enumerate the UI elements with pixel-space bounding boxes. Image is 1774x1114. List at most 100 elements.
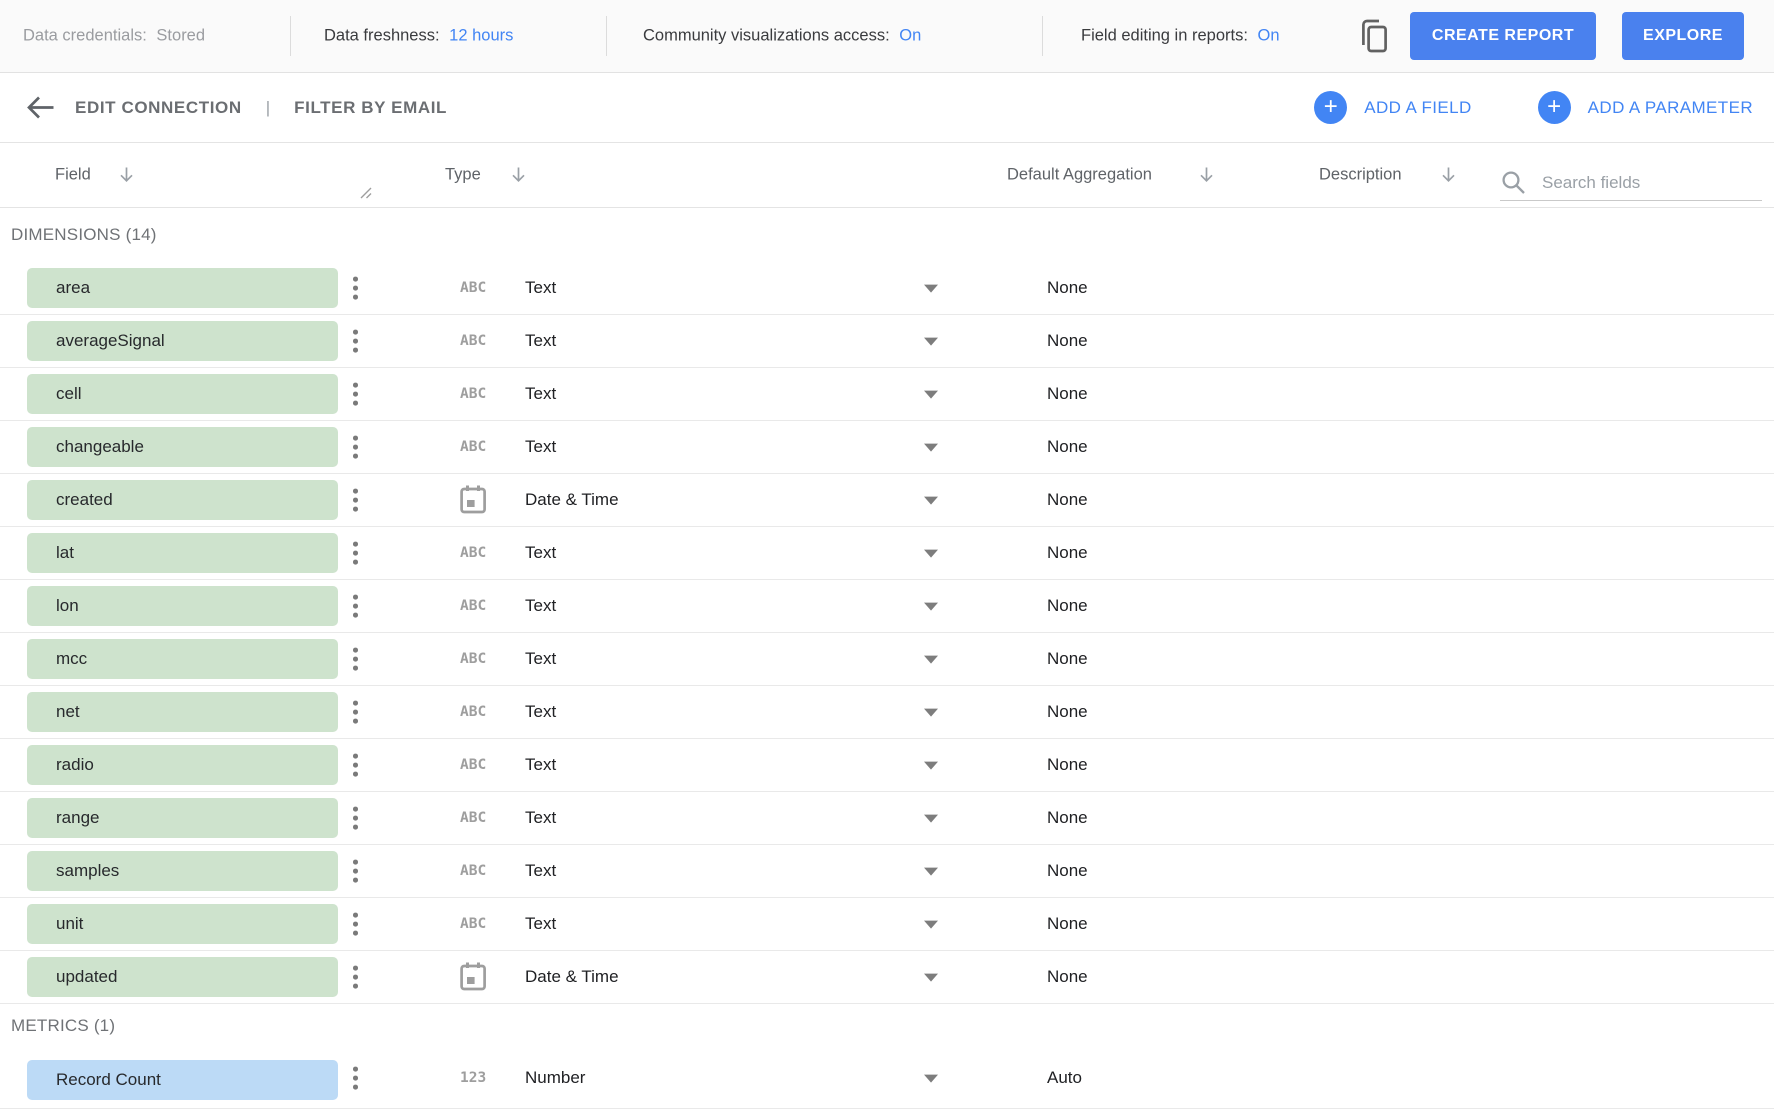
community-visualizations-value[interactable]: On: [899, 26, 922, 45]
more-options-icon[interactable]: [348, 590, 363, 623]
type-value[interactable]: Number: [525, 1068, 586, 1087]
type-dropdown-icon[interactable]: [924, 443, 938, 452]
field-chip[interactable]: cell: [27, 374, 338, 414]
field-chip[interactable]: created: [27, 480, 338, 520]
sort-down-icon[interactable]: [1198, 166, 1215, 185]
column-resize-handle-icon[interactable]: [356, 183, 372, 199]
field-chip[interactable]: samples: [27, 851, 338, 891]
column-header-field[interactable]: Field: [55, 165, 91, 184]
field-chip[interactable]: range: [27, 798, 338, 838]
aggregation-value[interactable]: None: [1047, 861, 1088, 880]
aggregation-value[interactable]: None: [1047, 702, 1088, 721]
aggregation-value[interactable]: None: [1047, 331, 1088, 350]
aggregation-value[interactable]: None: [1047, 967, 1088, 986]
type-dropdown-icon[interactable]: [924, 655, 938, 664]
more-options-icon[interactable]: [348, 908, 363, 941]
type-value[interactable]: Date & Time: [525, 967, 619, 986]
type-value[interactable]: Text: [525, 543, 557, 562]
type-value[interactable]: Text: [525, 914, 557, 933]
more-options-icon[interactable]: [348, 537, 363, 570]
aggregation-value[interactable]: None: [1047, 543, 1088, 562]
aggregation-value[interactable]: None: [1047, 437, 1088, 456]
more-options-icon[interactable]: [348, 643, 363, 676]
more-options-icon[interactable]: [348, 855, 363, 888]
type-dropdown-icon[interactable]: [924, 867, 938, 876]
type-dropdown-icon[interactable]: [924, 708, 938, 717]
more-options-icon[interactable]: [348, 325, 363, 358]
back-arrow-icon[interactable]: [24, 94, 55, 121]
type-value[interactable]: Text: [525, 437, 557, 456]
column-header-type[interactable]: Type: [445, 165, 481, 184]
more-options-icon[interactable]: [348, 484, 363, 517]
sort-down-icon[interactable]: [118, 166, 135, 185]
type-dropdown-icon[interactable]: [924, 602, 938, 611]
add-field-button[interactable]: + ADD A FIELD: [1314, 91, 1471, 124]
column-header-description[interactable]: Description: [1319, 165, 1402, 184]
type-value[interactable]: Text: [525, 278, 557, 297]
type-value[interactable]: Text: [525, 808, 557, 827]
type-value[interactable]: Text: [525, 596, 557, 615]
type-dropdown-icon[interactable]: [924, 1074, 938, 1083]
type-dropdown-icon[interactable]: [924, 920, 938, 929]
type-dropdown-icon[interactable]: [924, 973, 938, 982]
type-dropdown-icon[interactable]: [924, 549, 938, 558]
field-editing-value[interactable]: On: [1257, 26, 1280, 45]
field-chip[interactable]: lat: [27, 533, 338, 573]
copy-icon[interactable]: [1359, 17, 1389, 60]
more-options-icon[interactable]: [348, 1062, 363, 1095]
search-input[interactable]: [1540, 171, 1740, 194]
type-value[interactable]: Text: [525, 331, 557, 350]
field-chip[interactable]: area: [27, 268, 338, 308]
more-options-icon[interactable]: [348, 431, 363, 464]
type-dropdown-icon[interactable]: [924, 761, 938, 770]
type-dropdown-icon[interactable]: [924, 284, 938, 293]
aggregation-value[interactable]: None: [1047, 596, 1088, 615]
create-report-button[interactable]: CREATE REPORT: [1410, 12, 1596, 60]
add-parameter-button[interactable]: + ADD A PARAMETER: [1537, 91, 1753, 124]
more-options-icon[interactable]: [348, 749, 363, 782]
type-dropdown-icon[interactable]: [924, 390, 938, 399]
aggregation-value[interactable]: None: [1047, 649, 1088, 668]
aggregation-value[interactable]: None: [1047, 384, 1088, 403]
type-dropdown-icon[interactable]: [924, 337, 938, 346]
more-options-icon[interactable]: [348, 696, 363, 729]
field-chip[interactable]: averageSignal: [27, 321, 338, 361]
field-chip[interactable]: lon: [27, 586, 338, 626]
type-value[interactable]: Text: [525, 755, 557, 774]
field-chip[interactable]: changeable: [27, 427, 338, 467]
explore-button[interactable]: EXPLORE: [1622, 12, 1744, 60]
search-fields-box[interactable]: [1500, 165, 1762, 201]
community-visualizations-item[interactable]: Community visualizations access: On: [643, 27, 921, 46]
field-editing-item[interactable]: Field editing in reports: On: [1081, 27, 1280, 46]
more-options-icon[interactable]: [348, 802, 363, 835]
sort-down-icon[interactable]: [1440, 166, 1457, 185]
sort-down-icon[interactable]: [510, 166, 527, 185]
type-value[interactable]: Text: [525, 384, 557, 403]
field-chip[interactable]: radio: [27, 745, 338, 785]
type-dropdown-icon[interactable]: [924, 496, 938, 505]
aggregation-value[interactable]: Auto: [1047, 1068, 1082, 1087]
aggregation-value[interactable]: None: [1047, 490, 1088, 509]
type-value[interactable]: Text: [525, 861, 557, 880]
field-chip[interactable]: updated: [27, 957, 338, 997]
data-credentials-item[interactable]: Data credentials: Stored: [23, 27, 205, 46]
type-value[interactable]: Text: [525, 702, 557, 721]
field-chip[interactable]: mcc: [27, 639, 338, 679]
data-freshness-value[interactable]: 12 hours: [449, 26, 514, 45]
more-options-icon[interactable]: [348, 961, 363, 994]
edit-connection-button[interactable]: EDIT CONNECTION: [75, 97, 242, 117]
aggregation-value[interactable]: None: [1047, 808, 1088, 827]
aggregation-value[interactable]: None: [1047, 278, 1088, 297]
column-header-aggregation[interactable]: Default Aggregation: [1007, 165, 1152, 184]
type-value[interactable]: Date & Time: [525, 490, 619, 509]
filter-by-email-button[interactable]: FILTER BY EMAIL: [294, 97, 448, 117]
type-value[interactable]: Text: [525, 649, 557, 668]
more-options-icon[interactable]: [348, 272, 363, 305]
data-freshness-item[interactable]: Data freshness: 12 hours: [324, 27, 513, 46]
more-options-icon[interactable]: [348, 378, 363, 411]
field-chip[interactable]: net: [27, 692, 338, 732]
aggregation-value[interactable]: None: [1047, 914, 1088, 933]
field-chip[interactable]: unit: [27, 904, 338, 944]
type-dropdown-icon[interactable]: [924, 814, 938, 823]
field-chip[interactable]: Record Count: [27, 1060, 338, 1100]
